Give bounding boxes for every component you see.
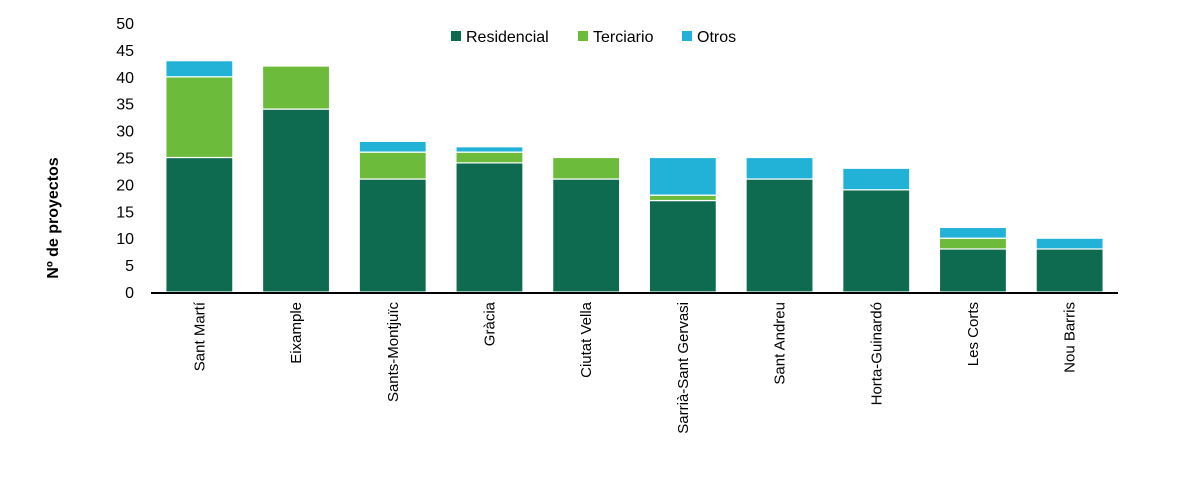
y-axis-title: Nº de proyectos	[45, 157, 62, 279]
legend-swatch	[451, 31, 461, 41]
x-tick-label: Gràcia	[481, 301, 498, 346]
y-tick-label: 20	[116, 177, 134, 194]
bar-segment-otros	[455, 146, 524, 153]
bar-segment-otros	[842, 167, 911, 191]
bar-stack	[1035, 237, 1104, 293]
legend: Residencial Terciario Otros	[451, 29, 736, 46]
bar-segment-residencial	[1035, 248, 1104, 293]
bar-segment-residencial	[358, 178, 427, 293]
bar-segment-residencial	[455, 162, 524, 293]
bar-segment-otros	[358, 140, 427, 153]
bar-segment-otros	[938, 226, 1008, 239]
bar-stack	[552, 156, 621, 293]
legend-label: Terciario	[593, 29, 654, 46]
bar-stack	[165, 60, 234, 293]
y-tick-label: 5	[125, 258, 134, 275]
bar-stack	[842, 167, 911, 293]
bar-segment-residencial	[552, 178, 621, 293]
bar-segment-terciario	[165, 76, 234, 159]
bar-segment-terciario	[552, 156, 621, 180]
legend-label: Residencial	[466, 29, 549, 46]
bar-stack	[358, 140, 427, 293]
bar-segment-otros	[1035, 237, 1104, 250]
legend-swatch	[682, 31, 692, 41]
bar-segment-residencial	[938, 248, 1008, 293]
y-axis-ticks: 0 5 10 15 20 25 30 35 40 45 50	[116, 16, 134, 302]
bar-segment-otros	[165, 60, 234, 78]
x-tick-label: Sant Martí	[191, 301, 208, 371]
legend-label: Otros	[697, 29, 736, 46]
bar-segment-residencial	[261, 108, 331, 293]
y-tick-label: 50	[116, 16, 134, 33]
bar-segment-otros	[648, 156, 717, 196]
bar-segment-terciario	[938, 237, 1008, 250]
bar-segment-residencial	[648, 199, 717, 293]
x-tick-label: Sarrià-Sant Gervasi	[675, 302, 692, 434]
x-tick-label: Horta-Guinardó	[868, 302, 885, 405]
bar-segment-terciario	[261, 65, 331, 110]
y-tick-label: 35	[116, 97, 134, 114]
bar-segment-residencial	[745, 178, 814, 293]
x-tick-label: Sants-Montjuïc	[385, 302, 402, 403]
x-tick-label: Nou Barris	[1062, 302, 1079, 373]
bar-segment-otros	[745, 156, 814, 180]
legend-swatch	[578, 31, 588, 41]
y-tick-label: 10	[116, 231, 134, 248]
x-tick-label: Les Corts	[965, 302, 982, 366]
bars	[165, 60, 1104, 293]
bar-stack	[648, 156, 717, 293]
y-tick-label: 45	[116, 43, 134, 60]
x-tick-label: Eixample	[288, 302, 305, 364]
bar-stack	[745, 156, 814, 293]
bar-segment-terciario	[358, 151, 427, 180]
x-tick-label: Sant Andreu	[772, 302, 789, 385]
y-tick-label: 30	[116, 124, 134, 141]
bar-segment-residencial	[842, 189, 911, 293]
x-tick-label: Ciutat Vella	[578, 301, 595, 378]
bar-stack	[455, 146, 524, 293]
bar-stack	[261, 65, 331, 293]
bar-stack	[938, 226, 1008, 293]
bar-segment-terciario	[455, 151, 524, 164]
y-tick-label: 0	[125, 285, 134, 302]
x-axis-labels: Sant Martí Eixample Sants-Montjuïc Gràcia Ci…	[191, 301, 1078, 434]
bar-segment-terciario	[648, 194, 717, 202]
y-tick-label: 40	[116, 70, 134, 87]
y-tick-label: 15	[116, 204, 134, 221]
y-tick-label: 25	[116, 151, 134, 168]
bar-segment-residencial	[165, 156, 234, 293]
